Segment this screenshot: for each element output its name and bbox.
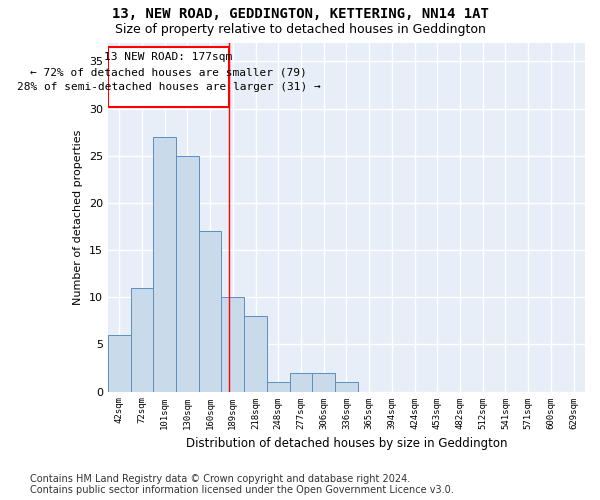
Text: Contains public sector information licensed under the Open Government Licence v3: Contains public sector information licen… — [30, 485, 454, 495]
Bar — [335, 382, 358, 392]
Text: 13 NEW ROAD: 177sqm: 13 NEW ROAD: 177sqm — [104, 52, 233, 62]
Bar — [199, 231, 221, 392]
Text: 28% of semi-detached houses are larger (31) →: 28% of semi-detached houses are larger (… — [17, 82, 320, 92]
Bar — [244, 316, 267, 392]
Bar — [221, 297, 244, 392]
Bar — [154, 137, 176, 392]
Text: 13, NEW ROAD, GEDDINGTON, KETTERING, NN14 1AT: 13, NEW ROAD, GEDDINGTON, KETTERING, NN1… — [112, 8, 488, 22]
Bar — [313, 372, 335, 392]
Bar — [108, 335, 131, 392]
Text: Contains HM Land Registry data © Crown copyright and database right 2024.: Contains HM Land Registry data © Crown c… — [30, 474, 410, 484]
Bar — [131, 288, 154, 392]
Bar — [290, 372, 313, 392]
Text: Size of property relative to detached houses in Geddington: Size of property relative to detached ho… — [115, 22, 485, 36]
Bar — [108, 47, 229, 106]
Y-axis label: Number of detached properties: Number of detached properties — [73, 130, 83, 304]
Text: ← 72% of detached houses are smaller (79): ← 72% of detached houses are smaller (79… — [30, 67, 307, 77]
Bar — [176, 156, 199, 392]
X-axis label: Distribution of detached houses by size in Geddington: Distribution of detached houses by size … — [185, 437, 507, 450]
Bar — [267, 382, 290, 392]
